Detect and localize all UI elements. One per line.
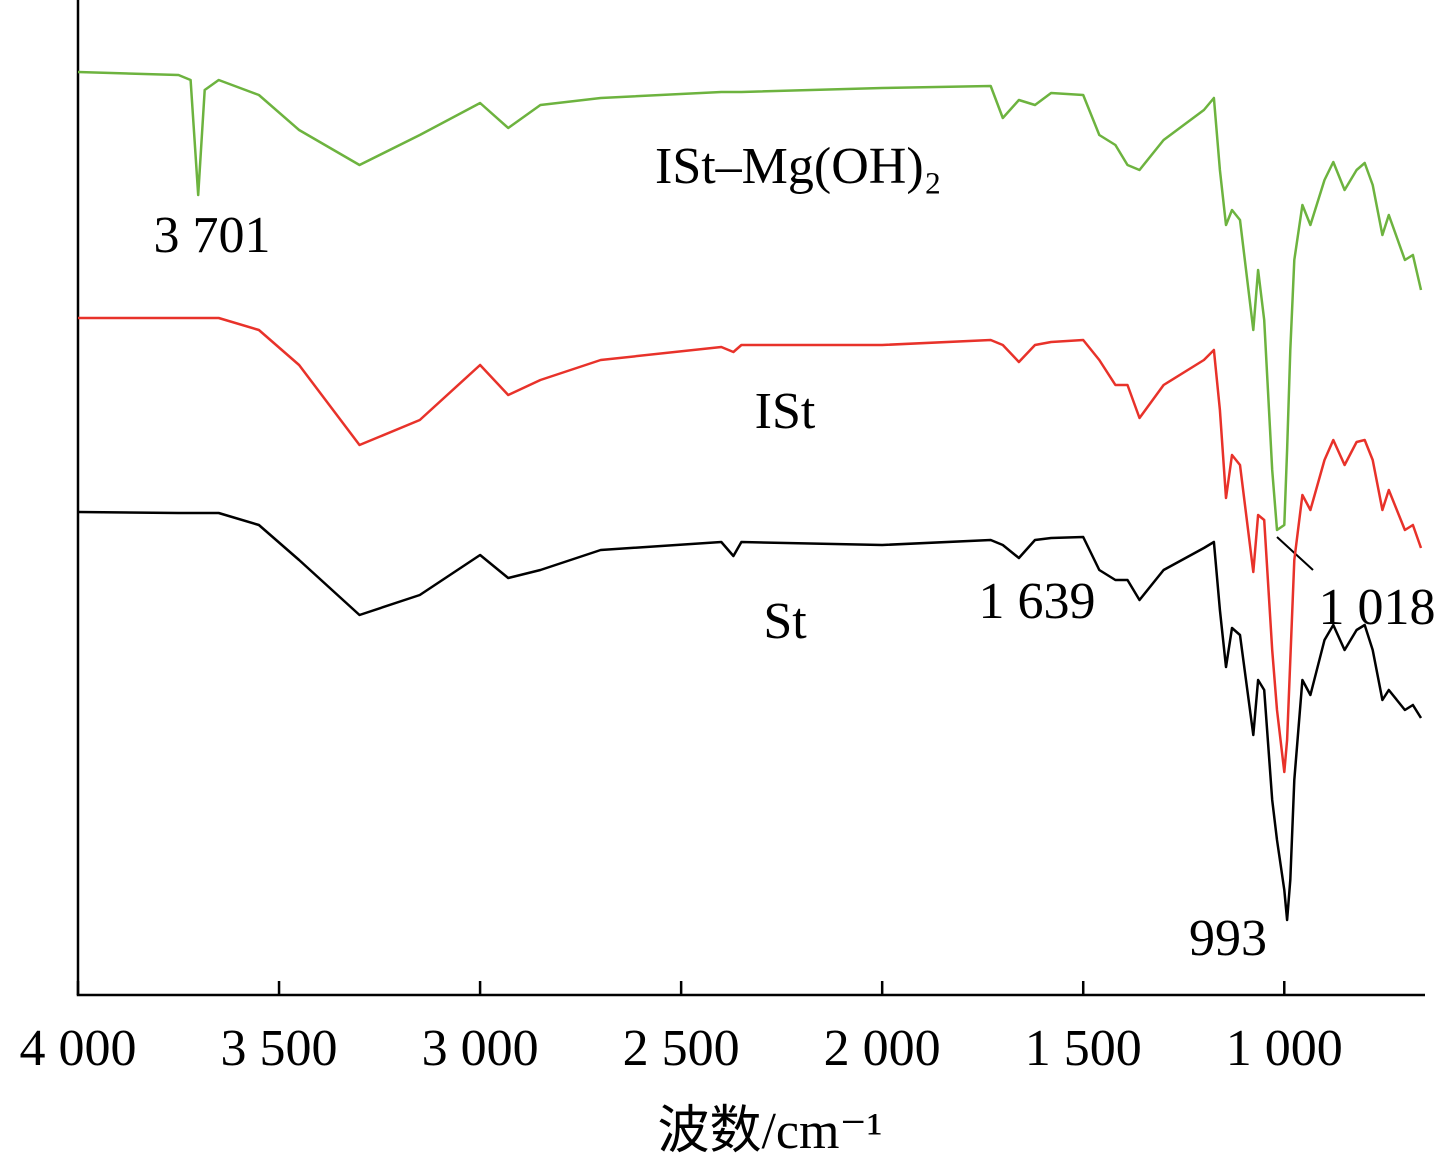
series-line (77, 510, 1423, 922)
series-label: ISt (755, 383, 816, 440)
x-tick-label: 2 500 (623, 1020, 740, 1077)
series-line (78, 316, 1423, 774)
x-tick-label: 1 000 (1226, 1020, 1343, 1077)
x-tick-label: 3 500 (221, 1020, 338, 1077)
x-axis-label: 波数/cm⁻¹ (657, 1103, 882, 1160)
x-tick-label: 3 000 (422, 1020, 539, 1077)
peak-label: 1 639 (979, 573, 1096, 630)
series-line (77, 70, 1423, 532)
x-tick-label: 2 000 (824, 1020, 941, 1077)
x-tick-label: 4 000 (20, 1020, 137, 1077)
peak-label: 3 701 (154, 207, 271, 264)
series-label: ISt–Mg(OH)₂ (655, 138, 942, 195)
peak-label: 1 018 (1319, 579, 1436, 636)
x-tick-label: 1 500 (1025, 1020, 1142, 1077)
peak-label: 993 (1189, 910, 1267, 967)
series-label: St (763, 593, 807, 650)
